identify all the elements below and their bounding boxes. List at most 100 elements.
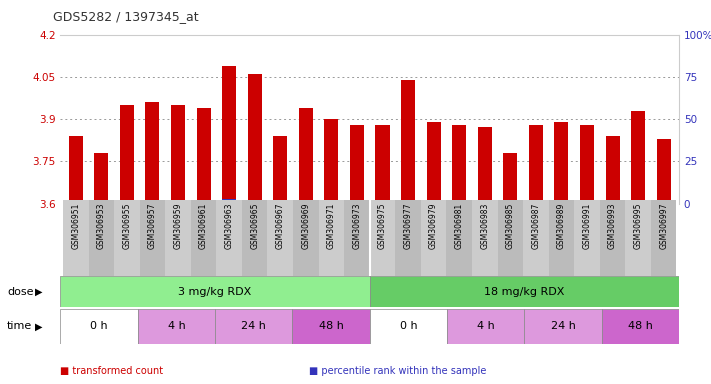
- Bar: [401, 201, 415, 204]
- Text: GSM306955: GSM306955: [122, 203, 132, 249]
- Bar: [472, 200, 498, 276]
- Text: GSM306975: GSM306975: [378, 203, 387, 249]
- Text: GSM306989: GSM306989: [557, 203, 566, 249]
- Bar: [60, 309, 138, 344]
- Bar: [478, 127, 492, 204]
- Bar: [120, 202, 134, 204]
- Bar: [529, 202, 543, 204]
- Text: ■ transformed count: ■ transformed count: [60, 366, 164, 376]
- Bar: [370, 309, 447, 344]
- Text: GDS5282 / 1397345_at: GDS5282 / 1397345_at: [53, 10, 199, 23]
- Bar: [651, 200, 676, 276]
- Bar: [631, 202, 645, 204]
- Bar: [606, 136, 619, 204]
- Bar: [299, 202, 313, 204]
- Bar: [626, 200, 651, 276]
- Text: GSM306977: GSM306977: [404, 203, 412, 249]
- Bar: [114, 200, 139, 276]
- Text: GSM306997: GSM306997: [659, 203, 668, 249]
- Bar: [549, 200, 574, 276]
- Bar: [375, 202, 390, 204]
- Bar: [319, 200, 344, 276]
- Bar: [370, 276, 679, 307]
- Bar: [523, 200, 549, 276]
- Bar: [60, 276, 370, 307]
- Bar: [299, 108, 313, 204]
- Bar: [395, 200, 421, 276]
- Text: 0 h: 0 h: [400, 321, 417, 331]
- Text: ■ percentile rank within the sample: ■ percentile rank within the sample: [309, 366, 486, 376]
- Bar: [580, 125, 594, 204]
- Text: GSM306963: GSM306963: [225, 203, 234, 249]
- Bar: [247, 200, 262, 204]
- Bar: [657, 139, 670, 204]
- Text: 4 h: 4 h: [168, 321, 186, 331]
- Text: 24 h: 24 h: [550, 321, 575, 331]
- Text: GSM306957: GSM306957: [148, 203, 157, 249]
- Bar: [247, 74, 262, 204]
- Text: GSM306951: GSM306951: [71, 203, 80, 249]
- Bar: [69, 202, 82, 204]
- Text: GSM306981: GSM306981: [454, 203, 464, 249]
- Text: GSM306991: GSM306991: [582, 203, 592, 249]
- Bar: [350, 125, 364, 204]
- Text: GSM306987: GSM306987: [531, 203, 540, 249]
- Bar: [196, 108, 210, 204]
- Bar: [631, 111, 645, 204]
- Text: 24 h: 24 h: [241, 321, 266, 331]
- Bar: [95, 202, 108, 204]
- Text: 4 h: 4 h: [477, 321, 495, 331]
- Bar: [191, 200, 216, 276]
- Text: GSM306993: GSM306993: [608, 203, 617, 249]
- Bar: [222, 66, 236, 204]
- Text: time: time: [7, 321, 33, 331]
- Bar: [293, 200, 319, 276]
- Text: dose: dose: [7, 287, 33, 297]
- Text: 0 h: 0 h: [90, 321, 108, 331]
- Bar: [273, 136, 287, 204]
- Bar: [324, 119, 338, 204]
- Bar: [447, 200, 472, 276]
- Bar: [478, 202, 492, 204]
- Bar: [69, 136, 82, 204]
- Bar: [216, 200, 242, 276]
- Text: GSM306961: GSM306961: [199, 203, 208, 249]
- Text: GSM306985: GSM306985: [506, 203, 515, 249]
- Bar: [350, 202, 364, 204]
- Bar: [600, 200, 626, 276]
- Bar: [165, 200, 191, 276]
- Text: GSM306959: GSM306959: [173, 203, 183, 249]
- Text: 18 mg/kg RDX: 18 mg/kg RDX: [484, 287, 565, 297]
- Bar: [370, 200, 395, 276]
- Bar: [580, 202, 594, 204]
- Text: ▶: ▶: [36, 321, 43, 331]
- Bar: [324, 202, 338, 204]
- Text: GSM306995: GSM306995: [634, 203, 643, 249]
- Text: GSM306983: GSM306983: [480, 203, 489, 249]
- Bar: [146, 201, 159, 204]
- Bar: [95, 153, 108, 204]
- Text: GSM306965: GSM306965: [250, 203, 260, 249]
- Bar: [146, 102, 159, 204]
- Bar: [427, 202, 441, 204]
- Bar: [267, 200, 293, 276]
- Text: 48 h: 48 h: [319, 321, 343, 331]
- Bar: [447, 309, 524, 344]
- Bar: [602, 309, 679, 344]
- Bar: [375, 125, 390, 204]
- Bar: [427, 122, 441, 204]
- Bar: [452, 125, 466, 204]
- Text: GSM306979: GSM306979: [429, 203, 438, 249]
- Text: GSM306953: GSM306953: [97, 203, 106, 249]
- Bar: [215, 309, 292, 344]
- Bar: [138, 309, 215, 344]
- Bar: [503, 202, 518, 204]
- Bar: [529, 125, 543, 204]
- Bar: [498, 200, 523, 276]
- Text: 3 mg/kg RDX: 3 mg/kg RDX: [178, 287, 252, 297]
- Text: GSM306973: GSM306973: [353, 203, 361, 249]
- Bar: [120, 105, 134, 204]
- Bar: [63, 200, 89, 276]
- Bar: [292, 309, 370, 344]
- Bar: [421, 200, 447, 276]
